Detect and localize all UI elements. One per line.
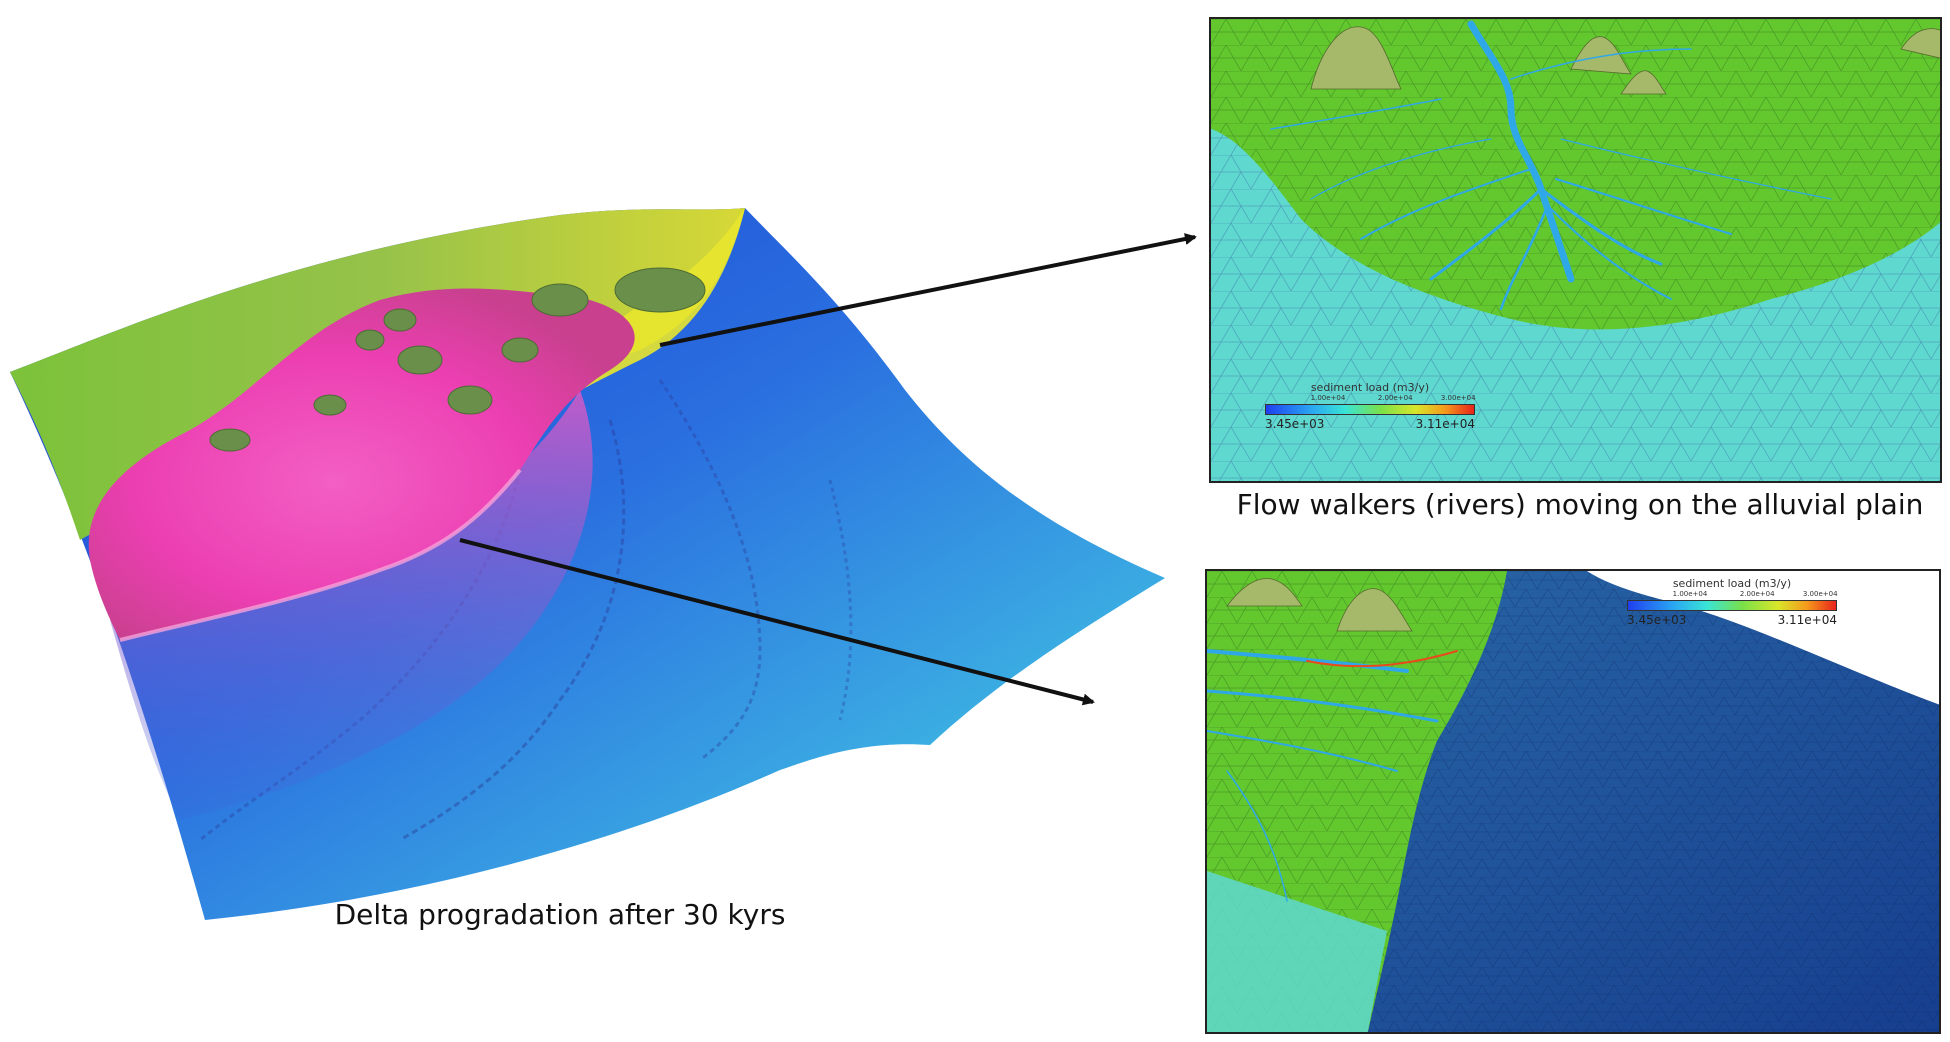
delta-front-mesh xyxy=(1207,571,1939,1032)
sediment-load-legend: sediment load (m3/y) 1.00e+04 2.00e+04 3… xyxy=(1627,577,1838,627)
legend-max: 3.11e+04 xyxy=(1415,417,1475,431)
flow-walkers-panel: sediment load (m3/y) 1.00e+04 2.00e+04 3… xyxy=(1209,17,1942,483)
legend-tick: 2.00e+04 xyxy=(1739,590,1775,598)
delta-front-panel: sediment load (m3/y) 1.00e+04 2.00e+04 3… xyxy=(1205,569,1941,1034)
hills xyxy=(209,267,706,452)
legend-max: 3.11e+04 xyxy=(1777,613,1837,627)
shallow-shelf xyxy=(1207,871,1387,1032)
arrow-to-flow-walkers xyxy=(659,233,1197,347)
flow-walkers-caption: Flow walkers (rivers) moving on the allu… xyxy=(1236,488,1924,521)
sky xyxy=(1587,571,1939,705)
shelf-rivers xyxy=(1207,649,1458,902)
subsea-channel xyxy=(399,419,626,842)
delta-slope xyxy=(110,390,593,820)
subsea-channel xyxy=(828,479,853,721)
legend-min: 3.45e+03 xyxy=(1265,417,1325,431)
river-network xyxy=(1270,20,1832,311)
delta-caption: Delta progradation after 30 kyrs xyxy=(334,898,786,931)
legend-tick: 1.00e+04 xyxy=(1672,590,1708,598)
sediment-load-legend: sediment load (m3/y) 1.00e+04 2.00e+04 3… xyxy=(1265,381,1476,431)
legend-colorbar xyxy=(1627,600,1837,611)
legend-min: 3.45e+03 xyxy=(1627,613,1687,627)
delta-front xyxy=(119,468,522,642)
delta-deposit xyxy=(88,288,635,640)
legend-tick: 3.00e+04 xyxy=(1440,394,1476,402)
plain-hills xyxy=(1310,26,1940,95)
delta-terrain-surface xyxy=(10,208,1165,920)
legend-colorbar xyxy=(1265,404,1475,415)
subsea-channel xyxy=(658,379,762,762)
legend-title: sediment load (m3/y) xyxy=(1310,381,1430,394)
legend-tick: 1.00e+04 xyxy=(1310,394,1346,402)
legend-tick: 3.00e+04 xyxy=(1802,590,1838,598)
legend-ticks: 1.00e+04 2.00e+04 3.00e+04 xyxy=(1627,590,1838,600)
shelf-hills xyxy=(1226,578,1413,632)
legend-ticks: 1.00e+04 2.00e+04 3.00e+04 xyxy=(1265,394,1476,404)
legend-title: sediment load (m3/y) xyxy=(1672,577,1792,590)
legend-tick: 2.00e+04 xyxy=(1377,394,1413,402)
arrow-to-delta-front xyxy=(459,538,1095,706)
